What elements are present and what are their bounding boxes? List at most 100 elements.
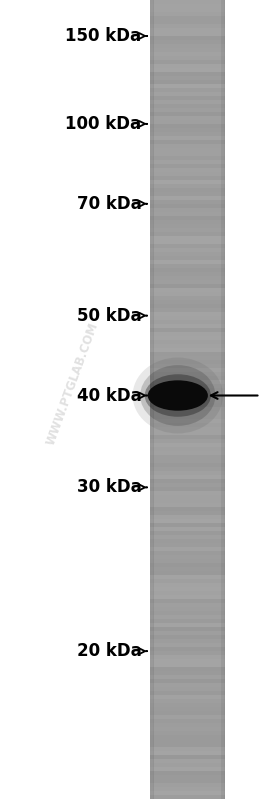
Bar [150, 211, 225, 216]
Bar [150, 463, 225, 467]
Bar [150, 323, 225, 328]
Bar [150, 355, 225, 360]
Text: WWW.PTGLAB.COM: WWW.PTGLAB.COM [45, 320, 101, 447]
Bar [150, 127, 225, 132]
Bar [150, 750, 225, 755]
Bar [150, 207, 225, 212]
Bar [150, 403, 225, 407]
Bar [150, 726, 225, 731]
Bar [150, 654, 225, 659]
Bar [150, 451, 225, 455]
Bar [150, 259, 225, 264]
Bar [150, 790, 225, 795]
Bar [150, 555, 225, 559]
Bar [150, 87, 225, 92]
Bar [150, 395, 225, 400]
Bar [150, 235, 225, 240]
Bar [150, 602, 225, 607]
Bar [150, 734, 225, 739]
Bar [150, 43, 225, 48]
Bar [150, 634, 225, 639]
Bar [150, 351, 225, 356]
Bar [150, 586, 225, 591]
Bar [150, 203, 225, 208]
Bar [150, 335, 225, 340]
Bar [150, 511, 225, 515]
Bar [150, 479, 225, 483]
Bar [150, 179, 225, 184]
Bar [150, 243, 225, 248]
Bar [150, 347, 225, 352]
Bar [150, 519, 225, 523]
Bar [150, 582, 225, 587]
Bar [150, 786, 225, 791]
Bar [150, 455, 225, 459]
Bar [150, 199, 225, 204]
Bar [150, 27, 225, 32]
Bar [150, 183, 225, 188]
Bar [221, 0, 225, 799]
Text: 100 kDa: 100 kDa [65, 115, 141, 133]
Bar [150, 539, 225, 543]
Bar [150, 415, 225, 419]
Bar [150, 630, 225, 635]
Bar [150, 75, 225, 80]
Bar [150, 123, 225, 128]
Bar [150, 387, 225, 392]
Bar [150, 618, 225, 623]
Bar [150, 111, 225, 116]
Bar [150, 475, 225, 479]
Bar [150, 495, 225, 499]
Bar [150, 275, 225, 280]
Bar [150, 227, 225, 232]
Bar [150, 0, 225, 4]
Bar [150, 23, 225, 28]
Bar [150, 99, 225, 104]
Bar [150, 3, 225, 8]
Bar [150, 11, 225, 16]
Bar [150, 379, 225, 384]
Bar [150, 55, 225, 60]
Text: 50 kDa: 50 kDa [77, 307, 141, 324]
Bar [150, 367, 225, 372]
Text: 70 kDa: 70 kDa [77, 195, 141, 213]
Bar [150, 503, 225, 507]
Bar [150, 91, 225, 96]
Bar [150, 698, 225, 703]
Ellipse shape [148, 380, 208, 411]
Bar [150, 646, 225, 651]
Bar [150, 471, 225, 475]
Bar [150, 231, 225, 236]
Bar [150, 459, 225, 463]
Bar [150, 531, 225, 535]
Bar [150, 271, 225, 276]
Bar [150, 119, 225, 124]
Bar [150, 311, 225, 316]
Bar [150, 267, 225, 272]
Bar [224, 0, 225, 799]
Bar [150, 594, 225, 599]
Bar [150, 107, 225, 112]
Bar [150, 638, 225, 643]
Bar [150, 662, 225, 667]
Bar [150, 383, 225, 388]
Bar [150, 702, 225, 707]
Bar [150, 339, 225, 344]
Bar [150, 559, 225, 563]
Bar [150, 694, 225, 699]
Bar [150, 51, 225, 56]
Bar [150, 255, 225, 260]
Bar [150, 315, 225, 320]
Bar [150, 79, 225, 84]
Bar [150, 251, 225, 256]
Bar [150, 35, 225, 40]
Bar [150, 419, 225, 423]
Bar [150, 131, 225, 136]
Bar [150, 303, 225, 308]
Bar [150, 263, 225, 268]
Bar [150, 738, 225, 743]
Bar [150, 642, 225, 647]
Bar [150, 551, 225, 555]
Bar [150, 39, 225, 44]
Text: 20 kDa: 20 kDa [77, 642, 141, 660]
